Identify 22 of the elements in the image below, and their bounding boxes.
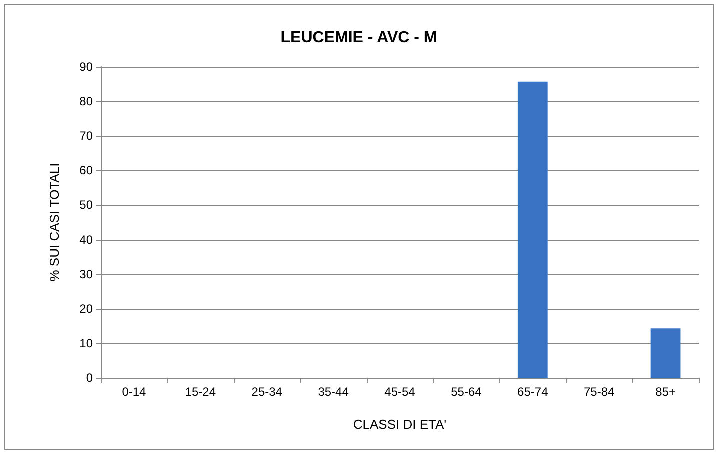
y-tick-label: 50 [80, 198, 94, 212]
y-tick-label: 0 [86, 371, 94, 385]
x-tick-label: 65-74 [518, 385, 549, 399]
x-tick-label: 25-34 [252, 385, 283, 399]
x-tick-label: 75-84 [584, 385, 615, 399]
x-axis-title: CLASSI DI ETA' [353, 417, 447, 432]
x-tick-label: 35-44 [318, 385, 350, 399]
y-tick-label: 60 [80, 164, 94, 178]
y-tick-label: 90 [80, 60, 94, 74]
y-tick-label: 30 [80, 267, 94, 282]
y-tick-label: 70 [80, 129, 94, 144]
y-axis-title: % SUI CASI TOTALI [47, 163, 62, 282]
x-tick-label: 0-14 [122, 385, 147, 399]
y-tick-label: 10 [80, 336, 94, 350]
x-tick-label: 15-24 [185, 385, 216, 399]
x-tick-label: 85+ [656, 385, 676, 399]
chart-title: LEUCEMIE - AVC - M [280, 30, 438, 46]
x-tick-label: 45-54 [384, 385, 416, 399]
y-tick-label: 40 [80, 232, 94, 247]
x-tick-label: 55-64 [451, 385, 482, 399]
y-tick-label: 20 [80, 302, 94, 316]
y-tick-label: 80 [80, 94, 94, 109]
